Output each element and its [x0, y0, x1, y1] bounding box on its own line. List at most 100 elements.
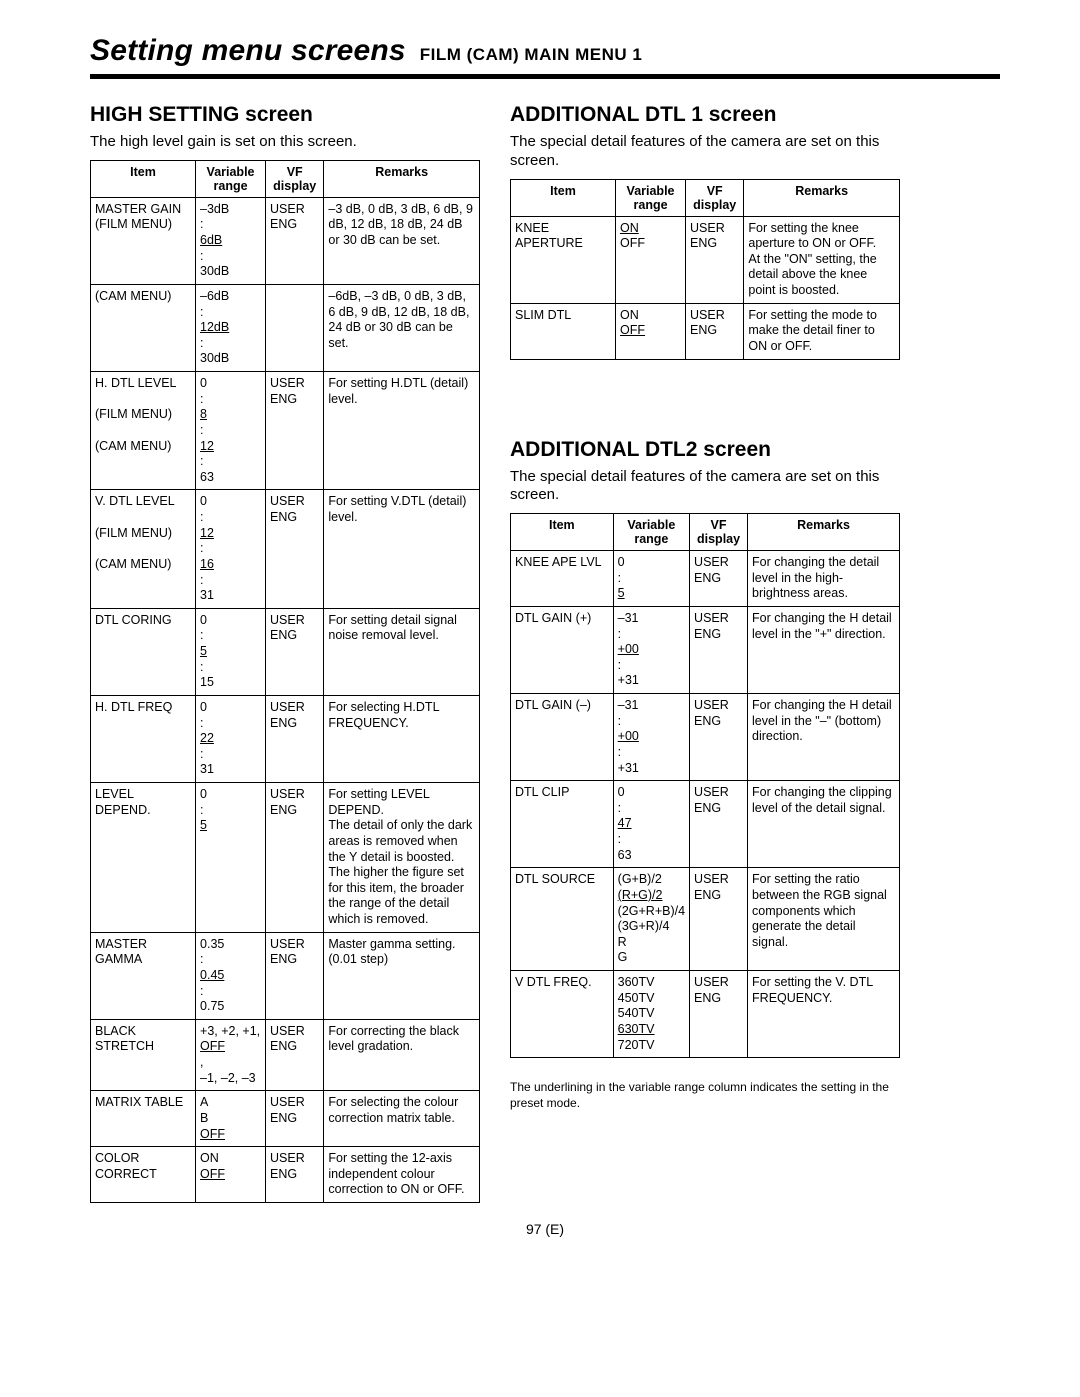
cell-remarks: For setting the 12-axis independent colo… [324, 1147, 480, 1203]
table-row: DTL SOURCE(G+B)/2(R+G)/2(2G+R+B)/4(3G+R)… [511, 868, 900, 971]
cell-item: KNEE APE LVL [511, 551, 614, 607]
table-header-row: Item Variable range VF display Remarks [511, 514, 900, 551]
page: Setting menu screens FILM (CAM) MAIN MEN… [0, 0, 1080, 1397]
th-item: Item [511, 179, 616, 216]
add-dtl1-heading: ADDITIONAL DTL 1 screen [510, 103, 900, 127]
right-column: ADDITIONAL DTL 1 screen The special deta… [510, 103, 900, 1203]
cell-vf: USERENG [686, 303, 744, 359]
th-item: Item [511, 514, 614, 551]
table-row: DTL CLIP0:47:63USERENGFor changing the c… [511, 781, 900, 868]
cell-vf [266, 284, 324, 371]
cell-vf: USERENG [266, 1147, 324, 1203]
cell-range: 0:5:15 [196, 608, 266, 695]
cell-vf: USERENG [266, 372, 324, 490]
add-dtl2-heading: ADDITIONAL DTL2 screen [510, 438, 900, 462]
cell-item: DTL GAIN (–) [511, 694, 614, 781]
high-setting-note: The high level gain is set on this scree… [90, 133, 480, 152]
cell-item: DTL CLIP [511, 781, 614, 868]
table-row: DTL GAIN (+)–31:+00:+31USERENGFor changi… [511, 606, 900, 693]
cell-vf: USERENG [266, 783, 324, 933]
table-row: LEVEL DEPEND.0:5USERENGFor setting LEVEL… [91, 783, 480, 933]
cell-vf: USERENG [690, 971, 748, 1058]
cell-vf: USERENG [690, 781, 748, 868]
footnote-text: The underlining in the variable range co… [510, 1080, 900, 1111]
table-row: H. DTL FREQ0:22:31USERENGFor selecting H… [91, 695, 480, 782]
th-remarks: Remarks [324, 160, 480, 197]
th-range: Variable range [616, 179, 686, 216]
cell-remarks: For setting the V. DTL FREQUENCY. [748, 971, 900, 1058]
cell-vf: USERENG [266, 932, 324, 1019]
cell-range: –3dB:6dB:30dB [196, 197, 266, 284]
add-dtl1-note: The special detail features of the camer… [510, 133, 900, 171]
table-row: DTL CORING0:5:15USERENGFor setting detai… [91, 608, 480, 695]
table-row: MASTERGAMMA0.35:0.45:0.75USERENGMaster g… [91, 932, 480, 1019]
cell-vf: USERENG [690, 868, 748, 971]
cell-range: 0:5 [196, 783, 266, 933]
table-row: MASTER GAIN(FILM MENU)–3dB:6dB:30dBUSERE… [91, 197, 480, 284]
cell-item: MASTER GAIN(FILM MENU) [91, 197, 196, 284]
table-row: KNEEAPERTUREONOFFUSERENGFor setting the … [511, 216, 900, 303]
table-header-row: Item Variable range VF display Remarks [511, 179, 900, 216]
page-title: Setting menu screens [90, 34, 406, 68]
cell-range: ONOFF [196, 1147, 266, 1203]
cell-vf: USERENG [266, 197, 324, 284]
table-row: BLACKSTRETCH+3, +2, +1,OFF,–1, –2, –3USE… [91, 1019, 480, 1091]
cell-range: 0.35:0.45:0.75 [196, 932, 266, 1019]
th-range: Variable range [196, 160, 266, 197]
cell-item: H. DTL LEVEL(FILM MENU)(CAM MENU) [91, 372, 196, 490]
cell-vf: USERENG [266, 1091, 324, 1147]
cell-item: H. DTL FREQ [91, 695, 196, 782]
page-subtitle: FILM (CAM) MAIN MENU 1 [420, 45, 643, 65]
th-vf: VF display [686, 179, 744, 216]
cell-remarks: For setting V.DTL (detail) level. [324, 490, 480, 608]
cell-remarks: For correcting the black level gradation… [324, 1019, 480, 1091]
cell-item: MATRIX TABLE [91, 1091, 196, 1147]
cell-remarks: For selecting H.DTL FREQUENCY. [324, 695, 480, 782]
table-row: V. DTL LEVEL(FILM MENU)(CAM MENU)0:12:16… [91, 490, 480, 608]
cell-remarks: For selecting the colour correction matr… [324, 1091, 480, 1147]
th-remarks: Remarks [748, 514, 900, 551]
cell-vf: USERENG [690, 694, 748, 781]
cell-remarks: For changing the clipping level of the d… [748, 781, 900, 868]
cell-item: SLIM DTL [511, 303, 616, 359]
cell-item: BLACKSTRETCH [91, 1019, 196, 1091]
cell-remarks: Master gamma setting.(0.01 step) [324, 932, 480, 1019]
cell-remarks: For setting H.DTL (detail) level. [324, 372, 480, 490]
table-row: H. DTL LEVEL(FILM MENU)(CAM MENU)0:8:12:… [91, 372, 480, 490]
th-remarks: Remarks [744, 179, 900, 216]
cell-item: DTL GAIN (+) [511, 606, 614, 693]
cell-range: ONOFF [616, 216, 686, 303]
cell-remarks: For setting the ratio between the RGB si… [748, 868, 900, 971]
cell-item: DTL SOURCE [511, 868, 614, 971]
cell-remarks: For changing the H detail level in the "… [748, 694, 900, 781]
cell-item: V. DTL LEVEL(FILM MENU)(CAM MENU) [91, 490, 196, 608]
th-vf: VF display [266, 160, 324, 197]
cell-remarks: For changing the detail level in the hig… [748, 551, 900, 607]
table-row: KNEE APE LVL0:5USERENGFor changing the d… [511, 551, 900, 607]
cell-item: KNEEAPERTURE [511, 216, 616, 303]
cell-range: ONOFF [616, 303, 686, 359]
high-setting-table: Item Variable range VF display Remarks M… [90, 160, 480, 1203]
cell-item: DTL CORING [91, 608, 196, 695]
cell-remarks: –6dB, –3 dB, 0 dB, 3 dB, 6 dB, 9 dB, 12 … [324, 284, 480, 371]
table-row: COLORCORRECTONOFFUSERENGFor setting the … [91, 1147, 480, 1203]
cell-vf: USERENG [686, 216, 744, 303]
table-row: SLIM DTLONOFFUSERENGFor setting the mode… [511, 303, 900, 359]
add-dtl2-table: Item Variable range VF display Remarks K… [510, 513, 900, 1058]
cell-remarks: For changing the H detail level in the "… [748, 606, 900, 693]
cell-remarks: –3 dB, 0 dB, 3 dB, 6 dB, 9 dB, 12 dB, 18… [324, 197, 480, 284]
cell-remarks: For setting LEVEL DEPEND.The detail of o… [324, 783, 480, 933]
cell-range: 0:12:16:31 [196, 490, 266, 608]
cell-item: MASTERGAMMA [91, 932, 196, 1019]
cell-item: V DTL FREQ. [511, 971, 614, 1058]
table-row: (CAM MENU)–6dB:12dB:30dB–6dB, –3 dB, 0 d… [91, 284, 480, 371]
page-number: 97 (E) [90, 1221, 1000, 1237]
cell-remarks: For setting the knee aperture to ON or O… [744, 216, 900, 303]
cell-range: –31:+00:+31 [613, 606, 689, 693]
cell-range: +3, +2, +1,OFF,–1, –2, –3 [196, 1019, 266, 1091]
table-row: DTL GAIN (–)–31:+00:+31USERENGFor changi… [511, 694, 900, 781]
th-range: Variable range [613, 514, 689, 551]
cell-remarks: For setting detail signal noise removal … [324, 608, 480, 695]
cell-vf: USERENG [266, 1019, 324, 1091]
table-row: MATRIX TABLEABOFFUSERENGFor selecting th… [91, 1091, 480, 1147]
